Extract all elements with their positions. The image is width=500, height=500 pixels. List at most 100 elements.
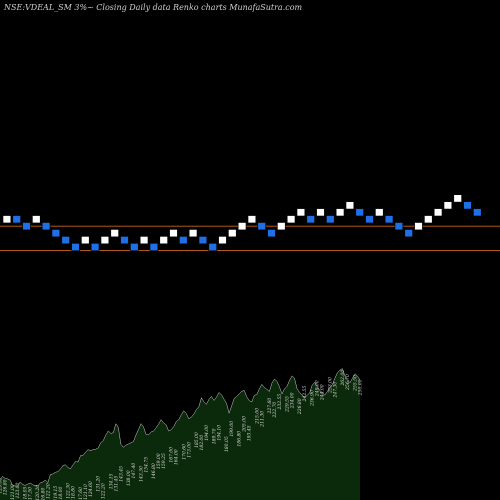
price-area-outline	[0, 368, 361, 487]
brick-down	[473, 208, 482, 217]
value-label: 129.00	[0, 478, 4, 494]
value-label: 119.15	[53, 486, 59, 500]
brick-up	[32, 215, 41, 224]
value-label: 211.30	[259, 411, 265, 428]
value-label: 118.80	[71, 486, 77, 500]
value-label: 143.45	[118, 466, 124, 482]
brick-down	[90, 243, 100, 252]
value-label: 229.55	[284, 396, 290, 413]
value-label: 159.00	[156, 453, 162, 469]
value-label: 189.70	[211, 428, 217, 444]
value-label: 121.10	[83, 484, 89, 500]
value-label: 199.00	[229, 421, 235, 437]
value-label: 121.00	[10, 484, 16, 500]
value-label: 167.00	[169, 447, 175, 463]
chart-title: NSE:VDEAL_SM 3%~ Closing Daily data Renk…	[4, 3, 303, 12]
brick-up	[110, 229, 119, 238]
price-area	[0, 368, 360, 500]
value-label: 234.00	[290, 392, 296, 409]
brick-down	[267, 229, 276, 238]
brick-up	[375, 208, 384, 217]
value-label: 117.60	[78, 487, 84, 500]
brick-down	[365, 215, 374, 224]
brick-down	[130, 243, 139, 252]
brick-up	[81, 236, 90, 245]
value-label: 173.00	[186, 442, 192, 458]
brick-down	[257, 222, 266, 231]
value-label: 134.15	[108, 473, 114, 489]
brick-up	[188, 229, 198, 238]
value-label: 193.45	[247, 425, 253, 441]
brick-down	[12, 215, 21, 224]
value-label: 226.80	[297, 398, 303, 415]
brick-down	[326, 215, 335, 224]
value-label: 122.20	[45, 483, 51, 499]
value-label: 222.70	[272, 402, 278, 419]
value-label: 120.20	[35, 485, 41, 500]
value-label: 255.50	[352, 375, 358, 392]
brick-down	[61, 236, 70, 245]
value-label: 205.00	[242, 416, 248, 433]
brick-down	[120, 236, 129, 245]
value-label: 232.55	[277, 394, 283, 411]
brick-up	[247, 215, 257, 224]
value-label: 194.00	[204, 425, 210, 441]
brick-up	[159, 236, 168, 245]
value-label: 131.45	[113, 476, 119, 492]
brick-down	[41, 222, 51, 231]
value-label: 124.60	[88, 481, 94, 497]
value-label: 244.00	[320, 384, 326, 401]
brick-up	[277, 222, 286, 231]
brick-up	[286, 215, 296, 224]
value-label: 247.30	[332, 382, 338, 399]
brick-up	[316, 208, 325, 217]
brick-up	[335, 208, 345, 217]
value-label: 131.20	[96, 476, 102, 492]
brick-up	[433, 208, 443, 217]
value-label: 170.60	[181, 444, 187, 460]
value-label: 126.80	[3, 479, 9, 495]
value-label: 242.55	[302, 385, 308, 402]
brick-up	[139, 236, 149, 245]
value-label: 164.00	[174, 449, 180, 465]
brick-down	[394, 222, 404, 231]
value-label: 227.60	[267, 398, 273, 415]
value-label: 122.30	[65, 483, 71, 499]
brick-down	[179, 236, 188, 245]
value-label: 262.00	[340, 370, 346, 387]
value-label: 180.05	[224, 436, 230, 452]
brick-down	[306, 215, 315, 224]
value-label: 249.00	[315, 380, 321, 397]
brick-up	[100, 236, 110, 245]
value-label: 194.10	[217, 425, 223, 441]
brick-down	[463, 201, 472, 210]
brick-up	[2, 215, 12, 224]
value-label: 250.00	[358, 379, 364, 396]
value-label: 236.90	[310, 390, 316, 407]
value-label: 159.25	[161, 453, 167, 469]
brick-up	[228, 229, 237, 238]
brick-up	[237, 222, 247, 231]
brick-up	[169, 229, 178, 238]
brick-up	[296, 208, 306, 217]
brick-down	[71, 243, 80, 252]
value-label: 253.00	[327, 377, 333, 394]
brick-down	[149, 243, 159, 252]
value-label: 147.40	[131, 463, 137, 479]
value-label: 146.80	[151, 463, 157, 479]
brick-up	[424, 215, 433, 224]
value-label: 116.80	[40, 487, 46, 500]
brick-down	[404, 229, 413, 238]
value-label: 118.05	[23, 486, 29, 500]
value-label: 154.75	[144, 457, 150, 473]
brick-down	[198, 236, 208, 245]
value-label: 215.00	[254, 408, 260, 425]
value-label: 185.00	[194, 432, 200, 448]
value-label: 182.00	[199, 435, 205, 451]
value-label: 122.20	[101, 483, 107, 499]
brick-up	[443, 201, 453, 210]
value-label: 117.50	[28, 487, 34, 500]
value-label: 256.70	[345, 374, 351, 391]
